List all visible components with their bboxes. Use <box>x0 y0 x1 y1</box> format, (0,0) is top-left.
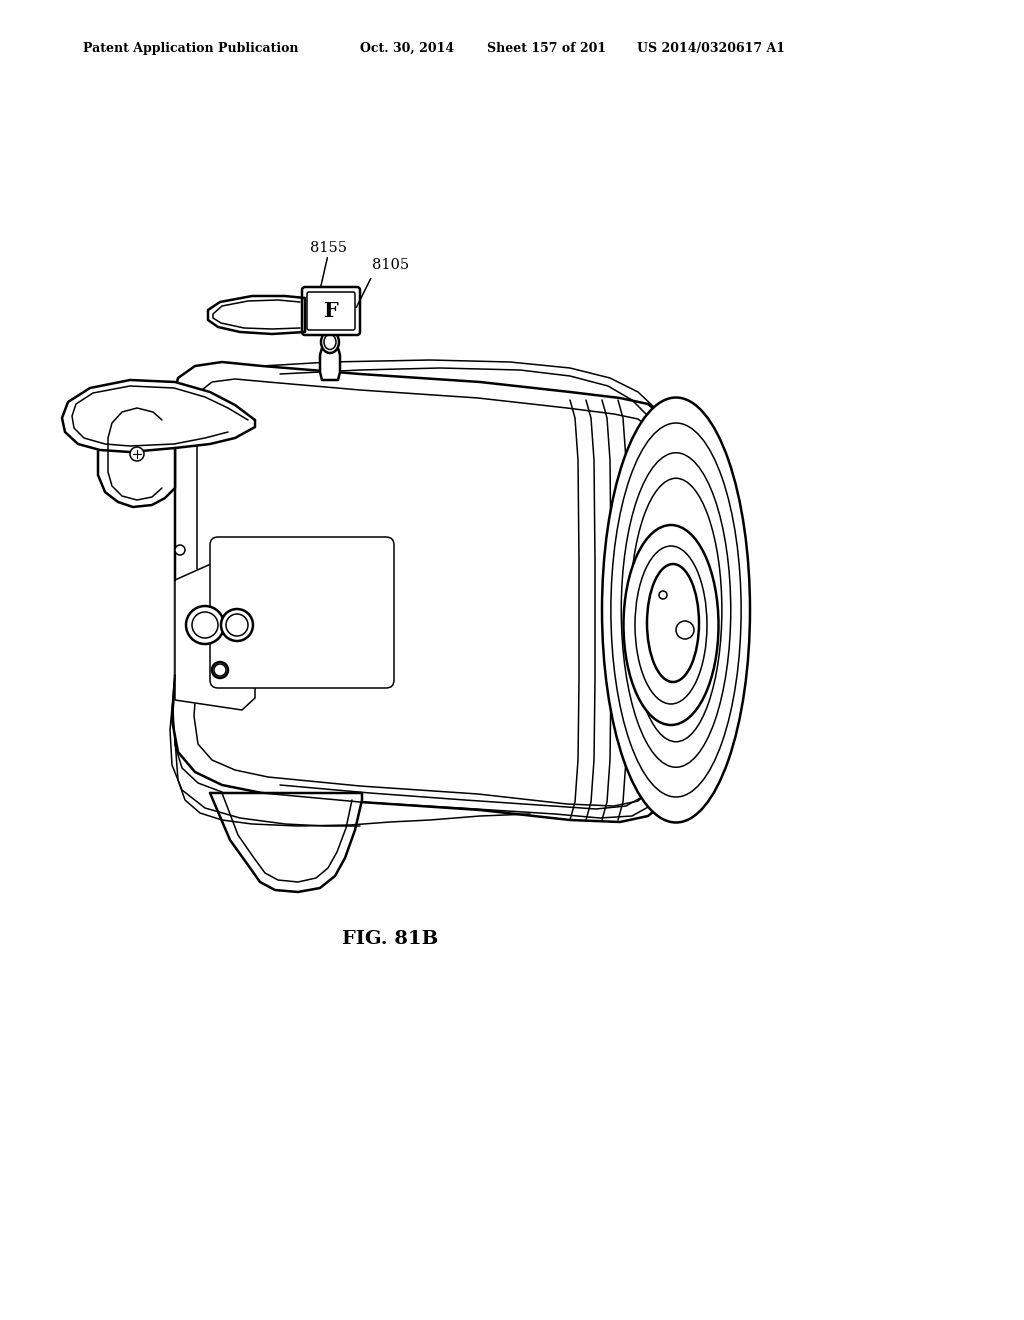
Polygon shape <box>62 380 255 451</box>
Ellipse shape <box>602 397 750 822</box>
Polygon shape <box>208 296 305 334</box>
Circle shape <box>130 447 144 461</box>
Polygon shape <box>210 793 362 892</box>
Ellipse shape <box>324 334 336 350</box>
Polygon shape <box>175 550 255 710</box>
Text: US 2014/0320617 A1: US 2014/0320617 A1 <box>637 42 785 55</box>
FancyBboxPatch shape <box>210 537 394 688</box>
Text: 8105: 8105 <box>372 257 410 272</box>
Circle shape <box>175 545 185 554</box>
Ellipse shape <box>321 331 339 352</box>
Polygon shape <box>172 362 676 822</box>
Text: Patent Application Publication: Patent Application Publication <box>83 42 299 55</box>
Circle shape <box>676 620 694 639</box>
Polygon shape <box>319 345 340 380</box>
Ellipse shape <box>212 663 228 678</box>
Ellipse shape <box>647 564 699 682</box>
Ellipse shape <box>193 612 218 638</box>
Text: Oct. 30, 2014: Oct. 30, 2014 <box>360 42 454 55</box>
Polygon shape <box>98 400 175 507</box>
Ellipse shape <box>186 606 224 644</box>
Circle shape <box>659 591 667 599</box>
Ellipse shape <box>221 609 253 642</box>
Text: Sheet 157 of 201: Sheet 157 of 201 <box>487 42 606 55</box>
Circle shape <box>214 664 226 676</box>
Ellipse shape <box>624 525 719 725</box>
Text: F: F <box>324 301 338 321</box>
Text: 8155: 8155 <box>310 242 347 255</box>
FancyBboxPatch shape <box>302 286 360 335</box>
Ellipse shape <box>635 546 707 704</box>
Text: FIG. 81B: FIG. 81B <box>342 931 438 948</box>
Ellipse shape <box>226 614 248 636</box>
